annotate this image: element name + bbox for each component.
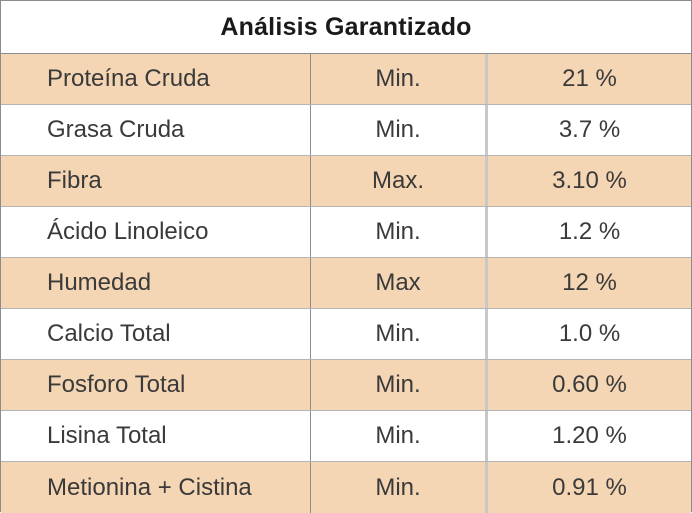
nutrient-name: Fibra: [1, 156, 311, 206]
nutrient-value: 3.7 %: [558, 116, 621, 143]
table-row: Lisina Total Min. 1.20 %: [1, 411, 691, 462]
nutrient-value: 1.2 %: [558, 218, 621, 245]
nutrient-value: 0.60 %: [552, 371, 627, 398]
table-row: Fosforo Total Min. 0.60 %: [1, 360, 691, 411]
nutrient-value: 12 %: [562, 269, 617, 296]
limit-type: Min.: [311, 462, 488, 513]
nutrient-value: 1.0 %: [558, 320, 621, 347]
table-row: Proteína Cruda Min. 21 %: [1, 54, 691, 105]
nutrient-name: Ácido Linoleico: [1, 207, 311, 257]
limit-type: Min.: [311, 207, 488, 257]
nutrient-name: Calcio Total: [1, 309, 311, 359]
limit-type: Max.: [311, 156, 488, 206]
nutrient-name: Lisina Total: [1, 411, 311, 461]
nutrient-name: Metionina + Cistina: [1, 462, 311, 513]
nutrient-value: 3.10 %: [552, 167, 627, 194]
table-row: Ácido Linoleico Min. 1.2 %: [1, 207, 691, 258]
limit-type: Min.: [311, 360, 488, 410]
nutrient-name: Humedad: [1, 258, 311, 308]
table-row: Grasa Cruda Min. 3.7 %: [1, 105, 691, 156]
nutrient-value: 1.20 %: [552, 422, 627, 449]
limit-type: Min.: [311, 411, 488, 461]
limit-type: Min.: [311, 105, 488, 155]
limit-type: Min.: [311, 54, 488, 104]
nutrient-name: Grasa Cruda: [1, 105, 311, 155]
nutrient-name: Proteína Cruda: [1, 54, 311, 104]
table-body: Proteína Cruda Min. 21 % Grasa Cruda Min…: [1, 54, 691, 513]
nutrient-value: 0.91 %: [552, 473, 627, 501]
limit-type: Max: [311, 258, 488, 308]
nutrient-name: Fosforo Total: [1, 360, 311, 410]
limit-type: Min.: [311, 309, 488, 359]
table-title: Análisis Garantizado: [1, 1, 691, 54]
table-row: Metionina + Cistina Min. 0.91 %: [1, 462, 691, 513]
table-row: Humedad Max 12 %: [1, 258, 691, 309]
table-row: Fibra Max. 3.10 %: [1, 156, 691, 207]
nutrient-value: 21 %: [562, 65, 617, 92]
table-row: Calcio Total Min. 1.0 %: [1, 309, 691, 360]
